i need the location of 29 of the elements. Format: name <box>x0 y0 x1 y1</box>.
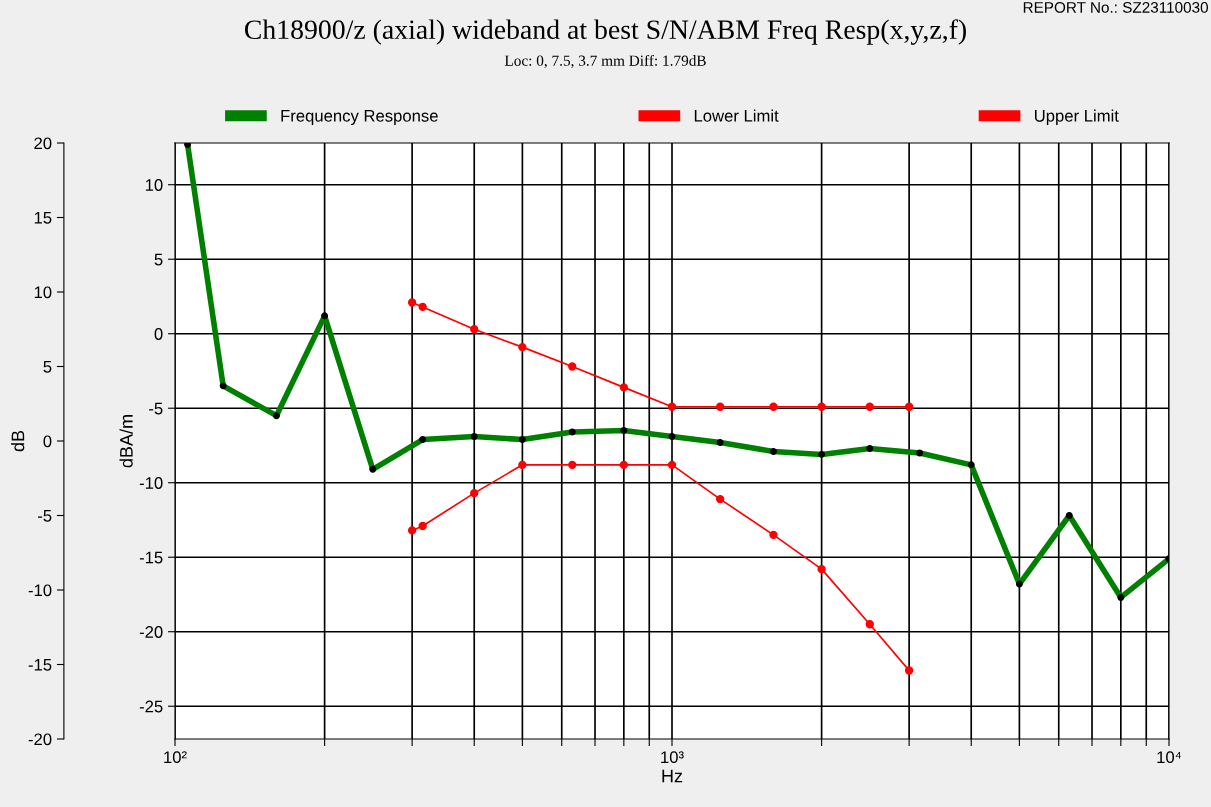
y-tick-label: 10 <box>145 179 163 191</box>
y2-tick-label: 5 <box>43 361 52 373</box>
y2-tick-label: -15 <box>28 659 52 671</box>
y2-tick-label: 10 <box>34 286 52 299</box>
y-tick-label: -15 <box>139 551 163 564</box>
legend-label: Frequency Response <box>281 110 438 126</box>
legend-label: Upper Limit <box>1034 109 1119 126</box>
y-tick-label: -20 <box>139 626 163 638</box>
y2-tick-label: 0 <box>43 435 52 448</box>
y-tick-label: 0 <box>154 328 163 340</box>
chart-title: Ch18900/z (axial) wideband at best S/N/ABM Freq Resp(x,y,z,f) <box>244 19 966 45</box>
y2-axis-title: dB <box>11 430 25 452</box>
legend-label: Lower Limit <box>694 109 779 122</box>
y-tick-label: -10 <box>139 477 163 489</box>
x-axis-title: Hz <box>662 769 683 783</box>
chart-subtitle: Loc: 0, 7.5, 3.7 mm Diff: 1.79dB <box>504 54 706 69</box>
y2-tick-label: 20 <box>34 137 52 150</box>
y-axis-title: dBA/m <box>119 415 133 468</box>
x-tick-label: 10³ <box>661 751 684 764</box>
y-tick-label: -5 <box>149 402 163 415</box>
y2-tick-label: 15 <box>34 212 52 224</box>
y2-tick-label: -10 <box>28 584 52 597</box>
x-tick-label: 10² <box>164 751 187 764</box>
y2-tick-label: -5 <box>38 510 52 522</box>
y-tick-label: -25 <box>139 700 163 713</box>
y-tick-label: 5 <box>154 253 163 266</box>
text: REPORT No.: SZ23110030 <box>1023 2 1208 13</box>
x-tick-label: 10⁴ <box>1157 751 1182 764</box>
y2-tick-label: -20 <box>28 733 52 746</box>
